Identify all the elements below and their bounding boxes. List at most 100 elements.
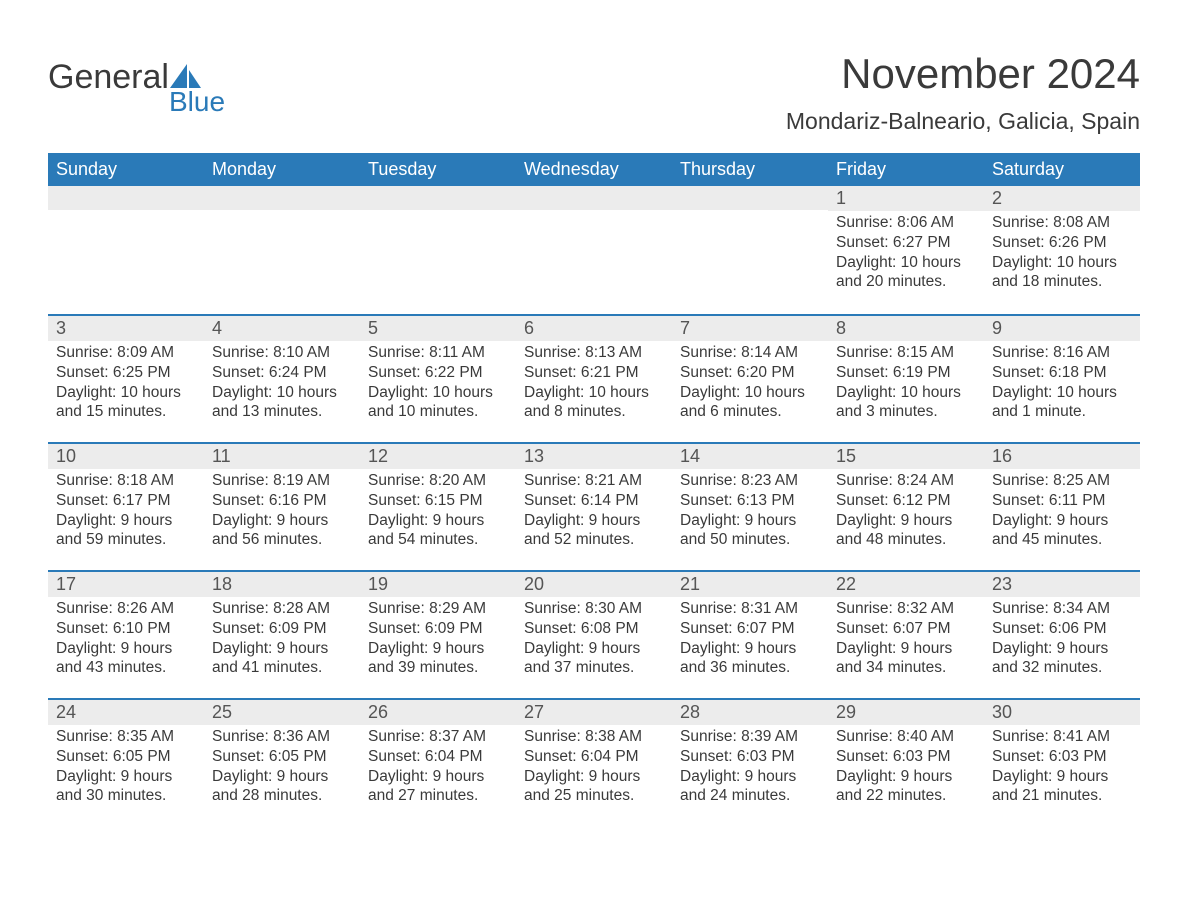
- day-cell: 2Sunrise: 8:08 AMSunset: 6:26 PMDaylight…: [984, 186, 1140, 314]
- week-row: 24Sunrise: 8:35 AMSunset: 6:05 PMDayligh…: [48, 698, 1140, 826]
- daylight-text: Daylight: 9 hours and 34 minutes.: [836, 639, 976, 679]
- day-cell: 11Sunrise: 8:19 AMSunset: 6:16 PMDayligh…: [204, 444, 360, 570]
- day-number: 6: [516, 316, 672, 341]
- day-number: 15: [828, 444, 984, 469]
- day-cell: 26Sunrise: 8:37 AMSunset: 6:04 PMDayligh…: [360, 700, 516, 826]
- sunset-text: Sunset: 6:10 PM: [56, 619, 196, 639]
- day-body: Sunrise: 8:10 AMSunset: 6:24 PMDaylight:…: [204, 341, 360, 428]
- sunrise-text: Sunrise: 8:16 AM: [992, 343, 1132, 363]
- sunset-text: Sunset: 6:19 PM: [836, 363, 976, 383]
- daylight-text: Daylight: 9 hours and 54 minutes.: [368, 511, 508, 551]
- day-number: 28: [672, 700, 828, 725]
- day-cell: 18Sunrise: 8:28 AMSunset: 6:09 PMDayligh…: [204, 572, 360, 698]
- day-cell: 6Sunrise: 8:13 AMSunset: 6:21 PMDaylight…: [516, 316, 672, 442]
- sunset-text: Sunset: 6:11 PM: [992, 491, 1132, 511]
- daylight-text: Daylight: 9 hours and 39 minutes.: [368, 639, 508, 679]
- day-number: 17: [48, 572, 204, 597]
- day-number: 16: [984, 444, 1140, 469]
- day-body: Sunrise: 8:34 AMSunset: 6:06 PMDaylight:…: [984, 597, 1140, 684]
- daylight-text: Daylight: 9 hours and 45 minutes.: [992, 511, 1132, 551]
- daylight-text: Daylight: 9 hours and 43 minutes.: [56, 639, 196, 679]
- day-number: 19: [360, 572, 516, 597]
- sunrise-text: Sunrise: 8:32 AM: [836, 599, 976, 619]
- sunrise-text: Sunrise: 8:20 AM: [368, 471, 508, 491]
- day-number: 14: [672, 444, 828, 469]
- daylight-text: Daylight: 10 hours and 3 minutes.: [836, 383, 976, 423]
- day-body: Sunrise: 8:19 AMSunset: 6:16 PMDaylight:…: [204, 469, 360, 556]
- sunrise-text: Sunrise: 8:35 AM: [56, 727, 196, 747]
- day-number: 21: [672, 572, 828, 597]
- sunrise-text: Sunrise: 8:24 AM: [836, 471, 976, 491]
- sunrise-text: Sunrise: 8:28 AM: [212, 599, 352, 619]
- daylight-text: Daylight: 9 hours and 22 minutes.: [836, 767, 976, 807]
- calendar: Sunday Monday Tuesday Wednesday Thursday…: [48, 153, 1140, 826]
- day-number: 26: [360, 700, 516, 725]
- day-number: 25: [204, 700, 360, 725]
- day-body: Sunrise: 8:31 AMSunset: 6:07 PMDaylight:…: [672, 597, 828, 684]
- weekday-header: Monday: [204, 153, 360, 186]
- sunset-text: Sunset: 6:05 PM: [212, 747, 352, 767]
- day-body: Sunrise: 8:08 AMSunset: 6:26 PMDaylight:…: [984, 211, 1140, 298]
- day-cell: [360, 186, 516, 314]
- day-cell: 8Sunrise: 8:15 AMSunset: 6:19 PMDaylight…: [828, 316, 984, 442]
- sunset-text: Sunset: 6:16 PM: [212, 491, 352, 511]
- daylight-text: Daylight: 9 hours and 24 minutes.: [680, 767, 820, 807]
- day-body: Sunrise: 8:29 AMSunset: 6:09 PMDaylight:…: [360, 597, 516, 684]
- weekday-header: Saturday: [984, 153, 1140, 186]
- daylight-text: Daylight: 9 hours and 36 minutes.: [680, 639, 820, 679]
- day-cell: 4Sunrise: 8:10 AMSunset: 6:24 PMDaylight…: [204, 316, 360, 442]
- weekday-header: Tuesday: [360, 153, 516, 186]
- day-body: Sunrise: 8:36 AMSunset: 6:05 PMDaylight:…: [204, 725, 360, 812]
- sunset-text: Sunset: 6:09 PM: [212, 619, 352, 639]
- sunrise-text: Sunrise: 8:31 AM: [680, 599, 820, 619]
- sunset-text: Sunset: 6:07 PM: [680, 619, 820, 639]
- daylight-text: Daylight: 9 hours and 28 minutes.: [212, 767, 352, 807]
- day-cell: 7Sunrise: 8:14 AMSunset: 6:20 PMDaylight…: [672, 316, 828, 442]
- daylight-text: Daylight: 10 hours and 13 minutes.: [212, 383, 352, 423]
- sunrise-text: Sunrise: 8:25 AM: [992, 471, 1132, 491]
- day-number: 22: [828, 572, 984, 597]
- week-row: 10Sunrise: 8:18 AMSunset: 6:17 PMDayligh…: [48, 442, 1140, 570]
- day-body: Sunrise: 8:14 AMSunset: 6:20 PMDaylight:…: [672, 341, 828, 428]
- day-number: 12: [360, 444, 516, 469]
- day-body: Sunrise: 8:18 AMSunset: 6:17 PMDaylight:…: [48, 469, 204, 556]
- day-body: Sunrise: 8:30 AMSunset: 6:08 PMDaylight:…: [516, 597, 672, 684]
- daylight-text: Daylight: 10 hours and 1 minute.: [992, 383, 1132, 423]
- daylight-text: Daylight: 9 hours and 27 minutes.: [368, 767, 508, 807]
- daylight-text: Daylight: 9 hours and 50 minutes.: [680, 511, 820, 551]
- day-cell: 20Sunrise: 8:30 AMSunset: 6:08 PMDayligh…: [516, 572, 672, 698]
- sunrise-text: Sunrise: 8:15 AM: [836, 343, 976, 363]
- day-body: Sunrise: 8:21 AMSunset: 6:14 PMDaylight:…: [516, 469, 672, 556]
- day-number: 5: [360, 316, 516, 341]
- sunset-text: Sunset: 6:27 PM: [836, 233, 976, 253]
- week-row: 3Sunrise: 8:09 AMSunset: 6:25 PMDaylight…: [48, 314, 1140, 442]
- day-number-empty: [672, 186, 828, 210]
- sunrise-text: Sunrise: 8:38 AM: [524, 727, 664, 747]
- day-body: Sunrise: 8:37 AMSunset: 6:04 PMDaylight:…: [360, 725, 516, 812]
- sunset-text: Sunset: 6:04 PM: [368, 747, 508, 767]
- sunset-text: Sunset: 6:25 PM: [56, 363, 196, 383]
- day-body: Sunrise: 8:23 AMSunset: 6:13 PMDaylight:…: [672, 469, 828, 556]
- day-body: Sunrise: 8:24 AMSunset: 6:12 PMDaylight:…: [828, 469, 984, 556]
- week-row: 1Sunrise: 8:06 AMSunset: 6:27 PMDaylight…: [48, 186, 1140, 314]
- day-cell: 28Sunrise: 8:39 AMSunset: 6:03 PMDayligh…: [672, 700, 828, 826]
- day-cell: [48, 186, 204, 314]
- sunrise-text: Sunrise: 8:41 AM: [992, 727, 1132, 747]
- day-cell: 21Sunrise: 8:31 AMSunset: 6:07 PMDayligh…: [672, 572, 828, 698]
- daylight-text: Daylight: 9 hours and 37 minutes.: [524, 639, 664, 679]
- sunset-text: Sunset: 6:09 PM: [368, 619, 508, 639]
- sunrise-text: Sunrise: 8:21 AM: [524, 471, 664, 491]
- daylight-text: Daylight: 9 hours and 32 minutes.: [992, 639, 1132, 679]
- header-row: General Blue November 2024 Mondariz-Baln…: [48, 30, 1140, 147]
- weekday-header: Thursday: [672, 153, 828, 186]
- day-cell: 29Sunrise: 8:40 AMSunset: 6:03 PMDayligh…: [828, 700, 984, 826]
- sunrise-text: Sunrise: 8:19 AM: [212, 471, 352, 491]
- sunset-text: Sunset: 6:03 PM: [680, 747, 820, 767]
- sunset-text: Sunset: 6:14 PM: [524, 491, 664, 511]
- day-number: 9: [984, 316, 1140, 341]
- day-number: 30: [984, 700, 1140, 725]
- sunset-text: Sunset: 6:22 PM: [368, 363, 508, 383]
- day-body: Sunrise: 8:32 AMSunset: 6:07 PMDaylight:…: [828, 597, 984, 684]
- daylight-text: Daylight: 9 hours and 52 minutes.: [524, 511, 664, 551]
- weekday-header-row: Sunday Monday Tuesday Wednesday Thursday…: [48, 153, 1140, 186]
